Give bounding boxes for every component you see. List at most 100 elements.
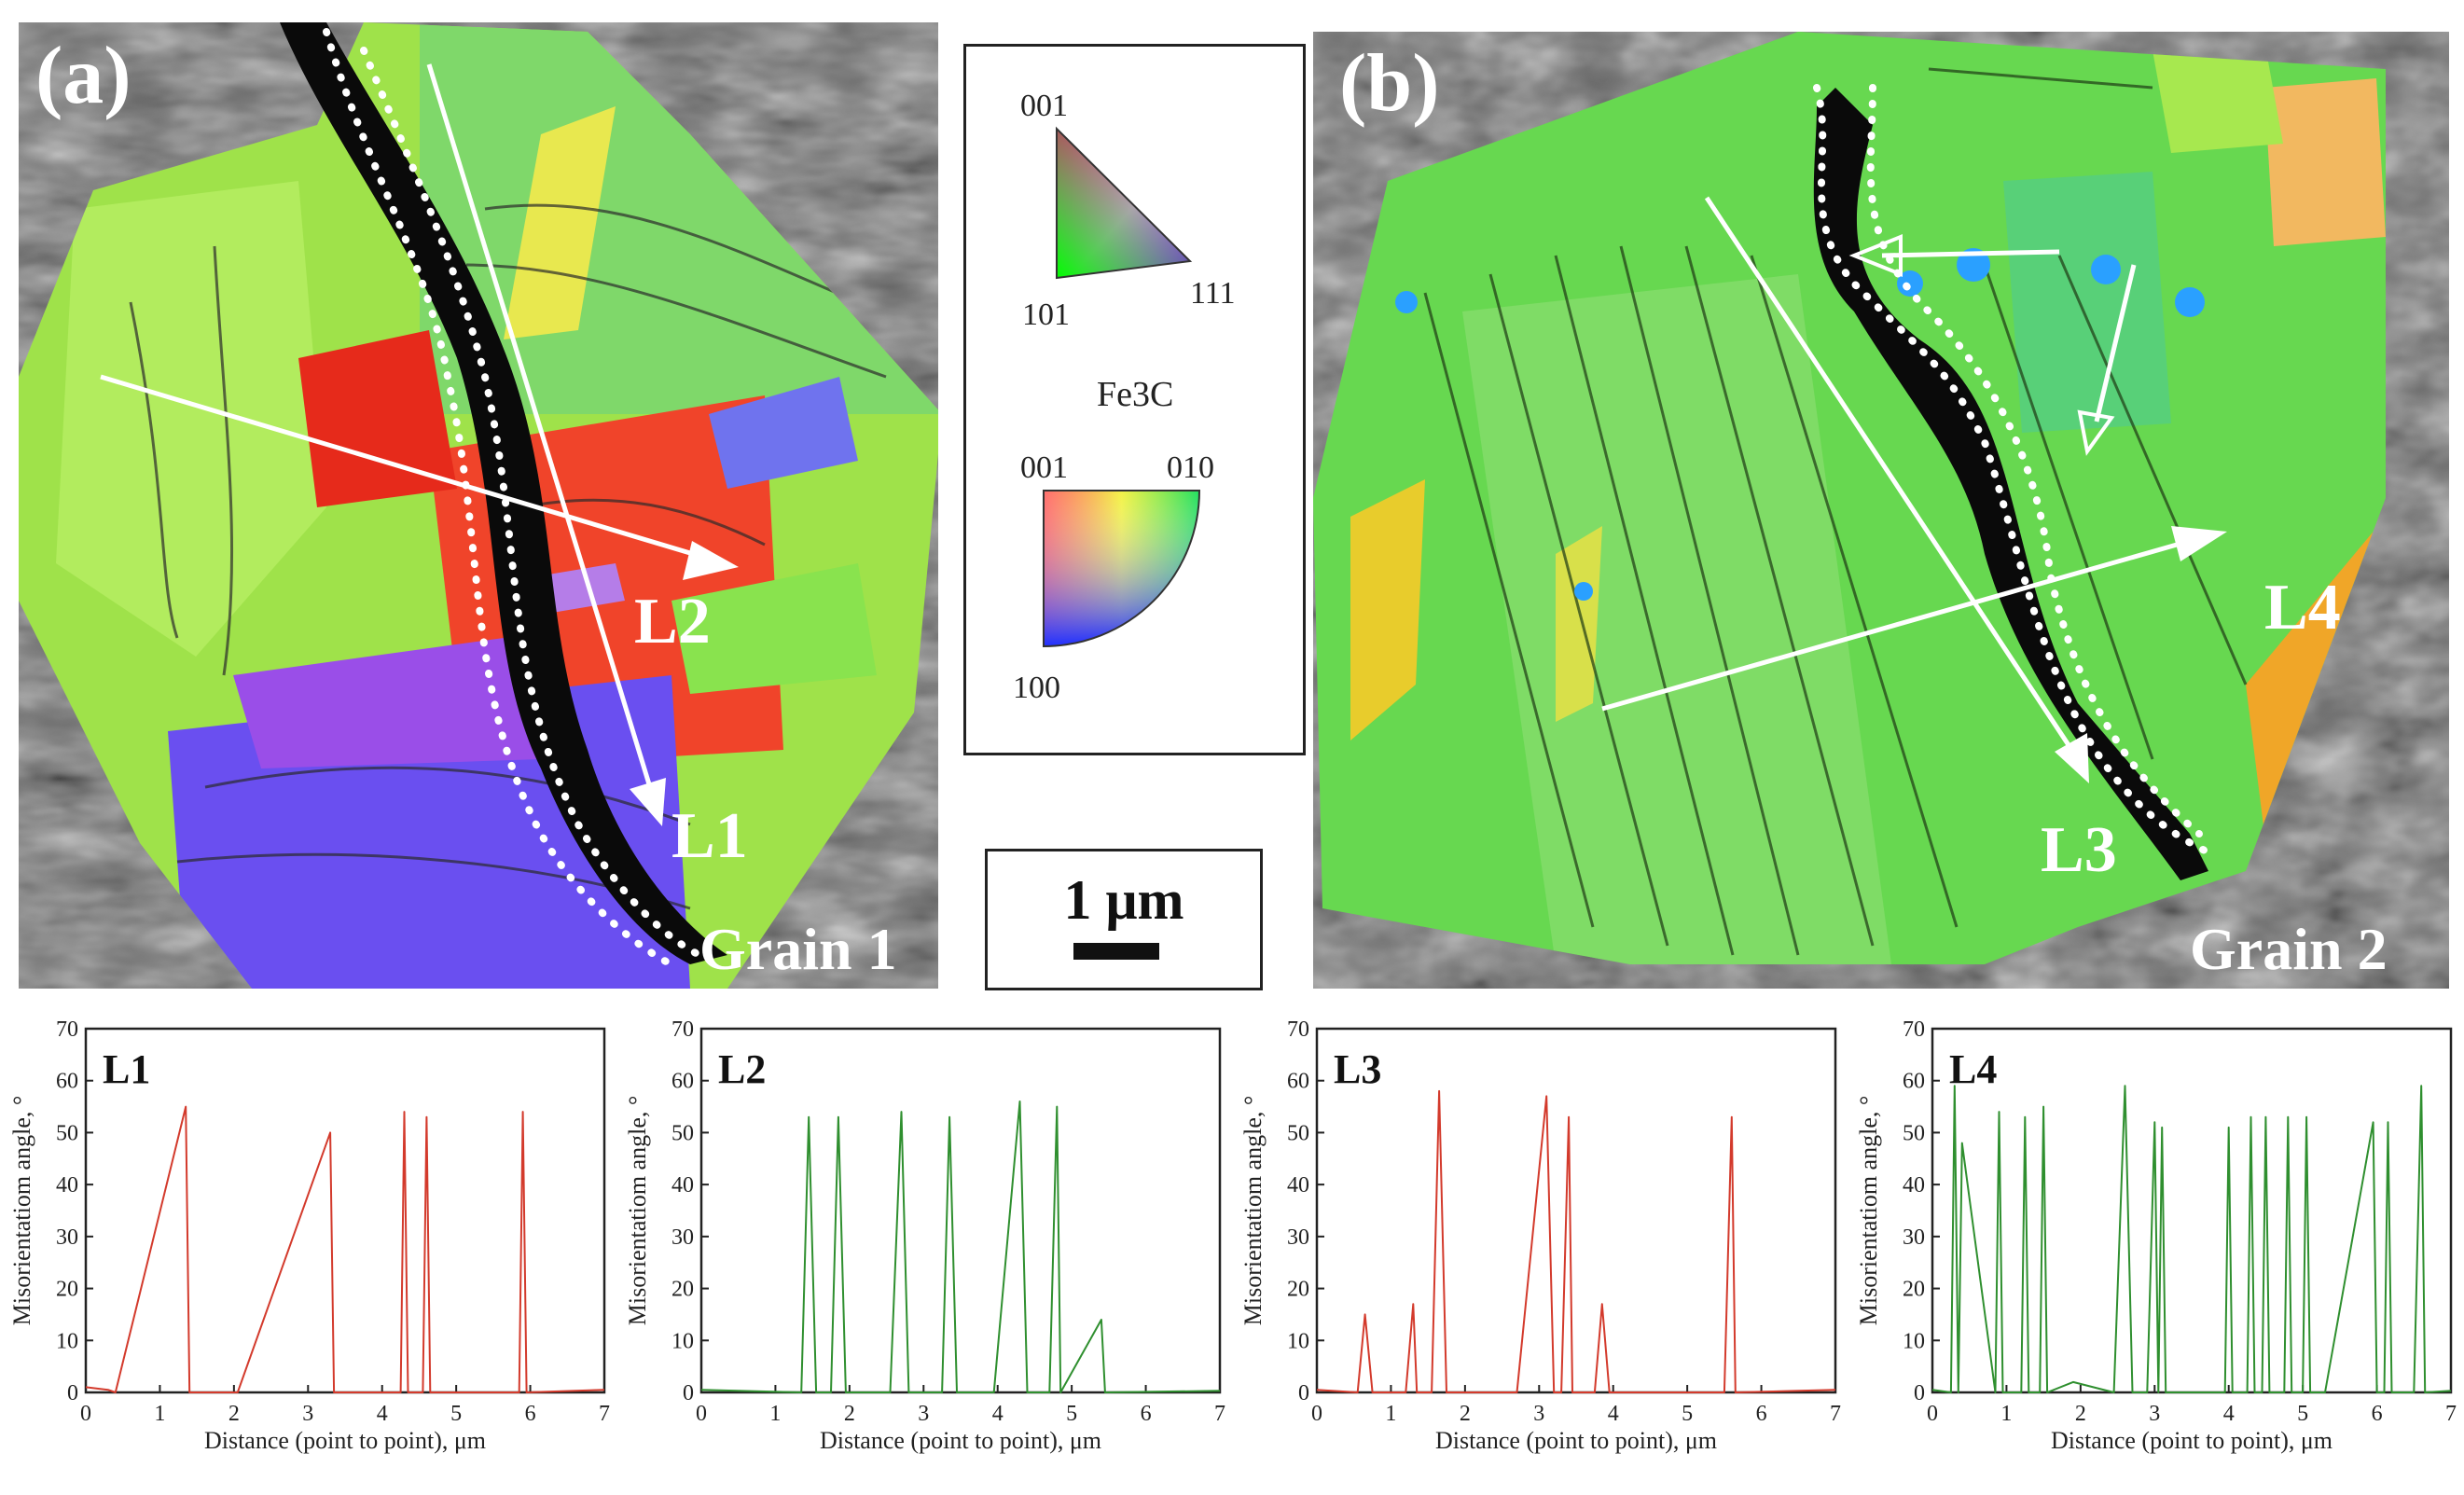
line-label-l3: L3 xyxy=(2041,814,2117,886)
line-label-l1: L1 xyxy=(671,800,748,872)
x-tick-label: 3 xyxy=(302,1402,313,1426)
y-tick-label: 40 xyxy=(1287,1173,1309,1197)
grain-1-label: Grain 1 xyxy=(699,916,897,982)
y-tick-label: 70 xyxy=(1287,1017,1309,1042)
line-label-l2: L2 xyxy=(634,586,711,658)
x-tick-label: 5 xyxy=(2297,1402,2308,1426)
x-tick-label: 2 xyxy=(228,1402,240,1426)
plot-title: L1 xyxy=(103,1046,150,1092)
y-tick-label: 0 xyxy=(1914,1381,1925,1405)
y-tick-label: 10 xyxy=(56,1329,78,1353)
y-tick-label: 30 xyxy=(1287,1225,1309,1250)
ebsd-map-grain-2: (b) L4 L3 Grain 2 xyxy=(1313,32,2449,989)
x-axis-label: Distance (point to point), μm xyxy=(1435,1427,1717,1454)
y-axis-label: Misorientatiom angle, ° xyxy=(1855,1096,1882,1326)
y-tick-label: 40 xyxy=(1903,1173,1925,1197)
cementite-pole-001: 001 xyxy=(1020,450,1068,485)
y-tick-label: 20 xyxy=(671,1278,694,1302)
x-axis-label: Distance (point to point), μm xyxy=(2051,1427,2332,1454)
x-tick-label: 7 xyxy=(599,1402,610,1426)
y-tick-label: 60 xyxy=(1287,1070,1309,1094)
x-tick-label: 1 xyxy=(2000,1402,2012,1426)
x-tick-label: 3 xyxy=(918,1402,929,1426)
plot-title: L2 xyxy=(718,1046,766,1092)
x-axis-label: Distance (point to point), μm xyxy=(820,1427,1101,1454)
plot-l4: 0 10 20 30 40 50 60 70 0 1 2 3 4 5 6 7 L4 Distance (point… xyxy=(1847,1012,2464,1490)
x-tick-label: 4 xyxy=(1608,1402,1619,1426)
y-tick-label: 20 xyxy=(56,1278,78,1302)
plot-frame xyxy=(1315,1027,1837,1394)
y-tick-label: 70 xyxy=(1903,1017,1925,1042)
cementite-pole-100: 100 xyxy=(1013,671,1060,705)
misorientation-series-line xyxy=(700,1100,1221,1393)
y-tick-label: 20 xyxy=(1287,1278,1309,1302)
x-tick-label: 1 xyxy=(1385,1402,1396,1426)
x-tick-label: 4 xyxy=(2223,1402,2235,1426)
plot-title: L3 xyxy=(1334,1046,1381,1092)
x-tick-label: 3 xyxy=(2149,1402,2160,1426)
y-tick-label: 10 xyxy=(1903,1329,1925,1353)
misorientation-series-line xyxy=(1931,1085,2452,1393)
plot-l2: 0 10 20 30 40 50 60 70 0 1 2 3 4 5 6 7 L2 Distance (point… xyxy=(616,1012,1231,1490)
grain-2-label: Grain 2 xyxy=(2190,916,2388,982)
x-tick-label: 6 xyxy=(1756,1402,1767,1426)
x-tick-label: 6 xyxy=(1141,1402,1152,1426)
x-axis-label: Distance (point to point), μm xyxy=(204,1427,486,1454)
y-tick-label: 20 xyxy=(1903,1278,1925,1302)
x-tick-label: 3 xyxy=(1533,1402,1544,1426)
x-tick-label: 6 xyxy=(2372,1402,2383,1426)
ferrite-pole-101: 101 xyxy=(1022,298,1070,332)
plot-l3: 0 10 20 30 40 50 60 70 0 1 2 3 4 5 6 7 L3 Distance (point… xyxy=(1231,1012,1847,1490)
x-tick-label: 2 xyxy=(844,1402,855,1426)
ebsd-map-grain-1: (a) L2 L1 Grain 1 xyxy=(19,22,938,989)
plot-title: L4 xyxy=(1949,1046,1997,1092)
y-axis-label: Misorientatiom angle, ° xyxy=(624,1096,651,1326)
y-tick-label: 10 xyxy=(1287,1329,1309,1353)
x-tick-label: 1 xyxy=(769,1402,781,1426)
x-tick-label: 2 xyxy=(1460,1402,1471,1426)
y-tick-label: 40 xyxy=(56,1173,78,1197)
y-tick-label: 50 xyxy=(1287,1121,1309,1145)
y-axis-label: Misorientatiom angle, ° xyxy=(8,1096,35,1326)
y-tick-label: 50 xyxy=(56,1121,78,1145)
y-tick-label: 70 xyxy=(671,1017,694,1042)
misorientation-series-line xyxy=(85,1105,605,1393)
plot-frame xyxy=(1931,1027,2453,1394)
y-tick-label: 60 xyxy=(1903,1070,1925,1094)
y-tick-label: 40 xyxy=(671,1173,694,1197)
panel-b-label: (b) xyxy=(1339,38,1440,129)
panel-a-label: (a) xyxy=(35,31,132,121)
y-tick-label: 0 xyxy=(683,1381,694,1405)
cementite-pole-010: 010 xyxy=(1167,450,1214,485)
x-tick-label: 4 xyxy=(992,1402,1004,1426)
y-tick-label: 0 xyxy=(67,1381,78,1405)
scale-bar-label: 1 μm xyxy=(1064,869,1184,931)
x-tick-label: 0 xyxy=(80,1402,91,1426)
x-tick-label: 2 xyxy=(2075,1402,2086,1426)
scale-bar: 1 μm xyxy=(985,849,1263,990)
x-tick-label: 0 xyxy=(1927,1402,1938,1426)
y-tick-label: 10 xyxy=(671,1329,694,1353)
x-tick-label: 5 xyxy=(1066,1402,1077,1426)
x-tick-label: 5 xyxy=(1682,1402,1693,1426)
orientation-color-key: 001 101 111 Fe3C 001 010 100 xyxy=(963,44,1306,755)
misorientation-series-line xyxy=(1316,1089,1836,1393)
x-tick-label: 0 xyxy=(1311,1402,1322,1426)
y-tick-label: 60 xyxy=(56,1070,78,1094)
x-tick-label: 7 xyxy=(1214,1402,1225,1426)
ferrite-pole-111: 111 xyxy=(1190,276,1235,311)
x-tick-label: 7 xyxy=(2445,1402,2457,1426)
y-tick-label: 50 xyxy=(1903,1121,1925,1145)
y-tick-label: 60 xyxy=(671,1070,694,1094)
ferrite-pole-001: 001 xyxy=(1020,89,1068,123)
y-tick-label: 30 xyxy=(671,1225,694,1250)
x-tick-label: 1 xyxy=(154,1402,165,1426)
plot-l1: 0 10 20 30 40 50 60 70 0 1 2 3 4 5 6 7 L1 Distance (point… xyxy=(0,1012,616,1490)
y-axis-label: Misorientatiom angle, ° xyxy=(1239,1096,1267,1326)
y-tick-label: 0 xyxy=(1298,1381,1309,1405)
y-tick-label: 30 xyxy=(1903,1225,1925,1250)
line-label-l4: L4 xyxy=(2264,572,2341,644)
x-tick-label: 4 xyxy=(377,1402,388,1426)
y-tick-label: 70 xyxy=(56,1017,78,1042)
plot-frame xyxy=(699,1027,1222,1394)
